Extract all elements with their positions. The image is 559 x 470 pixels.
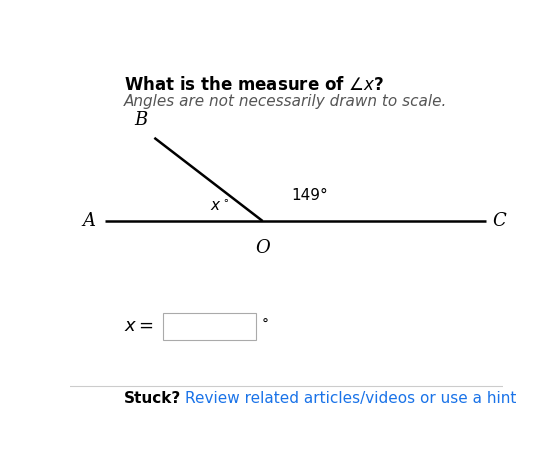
Text: Review related articles/videos or use a hint: Review related articles/videos or use a … — [184, 391, 516, 406]
Text: Stuck?: Stuck? — [124, 391, 181, 406]
Text: C: C — [492, 212, 506, 230]
Text: O: O — [255, 239, 270, 257]
Text: $x^\circ$: $x^\circ$ — [210, 199, 229, 214]
FancyBboxPatch shape — [163, 313, 256, 340]
Text: B: B — [135, 111, 148, 129]
Text: $x=$: $x=$ — [124, 317, 154, 335]
Text: What is the measure of $\angle x$?: What is the measure of $\angle x$? — [124, 76, 384, 94]
Text: °: ° — [262, 317, 268, 331]
Text: A: A — [83, 212, 96, 230]
Text: Angles are not necessarily drawn to scale.: Angles are not necessarily drawn to scal… — [124, 94, 447, 110]
Text: 149°: 149° — [291, 188, 328, 203]
